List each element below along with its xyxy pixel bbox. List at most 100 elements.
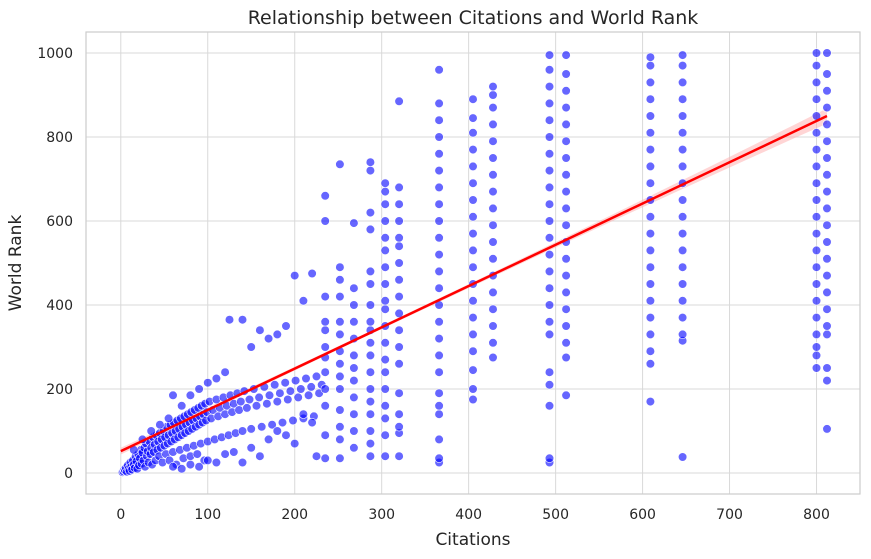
data-point xyxy=(365,208,376,218)
data-point xyxy=(488,102,498,113)
data-point xyxy=(561,287,571,298)
data-point xyxy=(544,300,555,310)
data-point xyxy=(365,409,376,419)
data-point xyxy=(380,199,390,209)
data-point xyxy=(544,453,555,463)
data-point xyxy=(434,350,444,361)
data-point xyxy=(349,363,359,373)
data-point xyxy=(349,317,359,327)
data-point xyxy=(335,159,345,169)
data-point xyxy=(320,216,330,226)
data-point xyxy=(822,170,832,180)
data-point xyxy=(306,382,316,392)
data-point xyxy=(380,233,390,243)
data-point xyxy=(488,304,498,314)
data-point xyxy=(283,394,293,405)
data-point xyxy=(645,111,656,121)
data-point xyxy=(272,329,282,340)
data-point xyxy=(645,359,656,369)
data-point xyxy=(488,136,498,146)
data-point xyxy=(335,317,345,327)
x-tick-label: 300 xyxy=(368,507,395,523)
data-point xyxy=(561,254,571,264)
data-point xyxy=(434,233,444,243)
data-point xyxy=(468,313,478,323)
data-point xyxy=(677,313,688,323)
data-point xyxy=(192,449,202,459)
data-point xyxy=(561,153,571,163)
data-point xyxy=(380,187,390,197)
data-point xyxy=(468,296,478,306)
data-point xyxy=(822,153,832,163)
data-point xyxy=(645,161,656,171)
data-point xyxy=(811,77,822,87)
data-point xyxy=(394,325,404,335)
data-point xyxy=(380,384,390,394)
data-point xyxy=(561,352,571,363)
data-point xyxy=(380,451,390,461)
data-point xyxy=(365,166,376,176)
data-point xyxy=(236,397,246,407)
data-point xyxy=(275,388,285,398)
data-point xyxy=(394,422,404,432)
data-point xyxy=(822,220,832,230)
data-point xyxy=(468,329,478,340)
data-point xyxy=(434,453,444,463)
data-point xyxy=(811,296,822,306)
data-point xyxy=(488,153,498,163)
data-point xyxy=(488,237,498,247)
data-point xyxy=(822,254,832,264)
data-point xyxy=(677,296,688,306)
data-point xyxy=(394,182,404,192)
data-point xyxy=(822,376,832,386)
data-point xyxy=(320,384,330,394)
y-tick-labels: 0 200 400 600 800 1000 xyxy=(37,46,73,482)
data-point xyxy=(365,439,376,449)
data-point xyxy=(561,187,571,197)
data-point xyxy=(488,254,498,264)
data-point xyxy=(822,237,832,247)
data-point xyxy=(434,115,444,125)
data-point xyxy=(380,338,390,348)
data-point xyxy=(264,334,274,344)
data-point xyxy=(288,415,298,426)
data-point xyxy=(811,195,822,205)
data-point xyxy=(468,161,478,171)
data-point xyxy=(335,329,345,340)
data-point xyxy=(335,384,345,394)
plot-frame xyxy=(85,31,861,495)
data-point xyxy=(811,350,822,361)
data-point xyxy=(177,401,187,411)
data-point xyxy=(544,250,555,260)
data-point xyxy=(561,271,571,281)
data-point xyxy=(468,113,478,123)
data-point xyxy=(380,245,390,255)
data-point xyxy=(434,401,444,411)
data-point xyxy=(234,405,244,415)
data-point xyxy=(264,434,274,445)
data-point xyxy=(544,166,555,176)
data-point xyxy=(335,405,345,415)
data-point xyxy=(380,262,390,272)
data-point xyxy=(220,449,230,459)
data-point xyxy=(380,296,390,306)
data-point xyxy=(677,60,688,71)
x-tick-label: 500 xyxy=(542,507,569,523)
y-tick-label: 800 xyxy=(46,130,73,146)
data-point xyxy=(320,325,330,335)
data-point xyxy=(645,313,656,323)
data-point xyxy=(211,373,221,384)
data-point xyxy=(296,384,306,394)
data-point xyxy=(811,329,822,340)
data-point xyxy=(320,401,330,411)
data-point xyxy=(544,317,555,327)
data-point xyxy=(272,426,282,436)
data-point xyxy=(301,373,311,384)
x-tick-label: 800 xyxy=(803,507,830,523)
data-point xyxy=(320,317,330,327)
data-point xyxy=(544,266,555,277)
data-point xyxy=(561,136,571,146)
data-point xyxy=(822,119,832,129)
data-point xyxy=(380,430,390,440)
